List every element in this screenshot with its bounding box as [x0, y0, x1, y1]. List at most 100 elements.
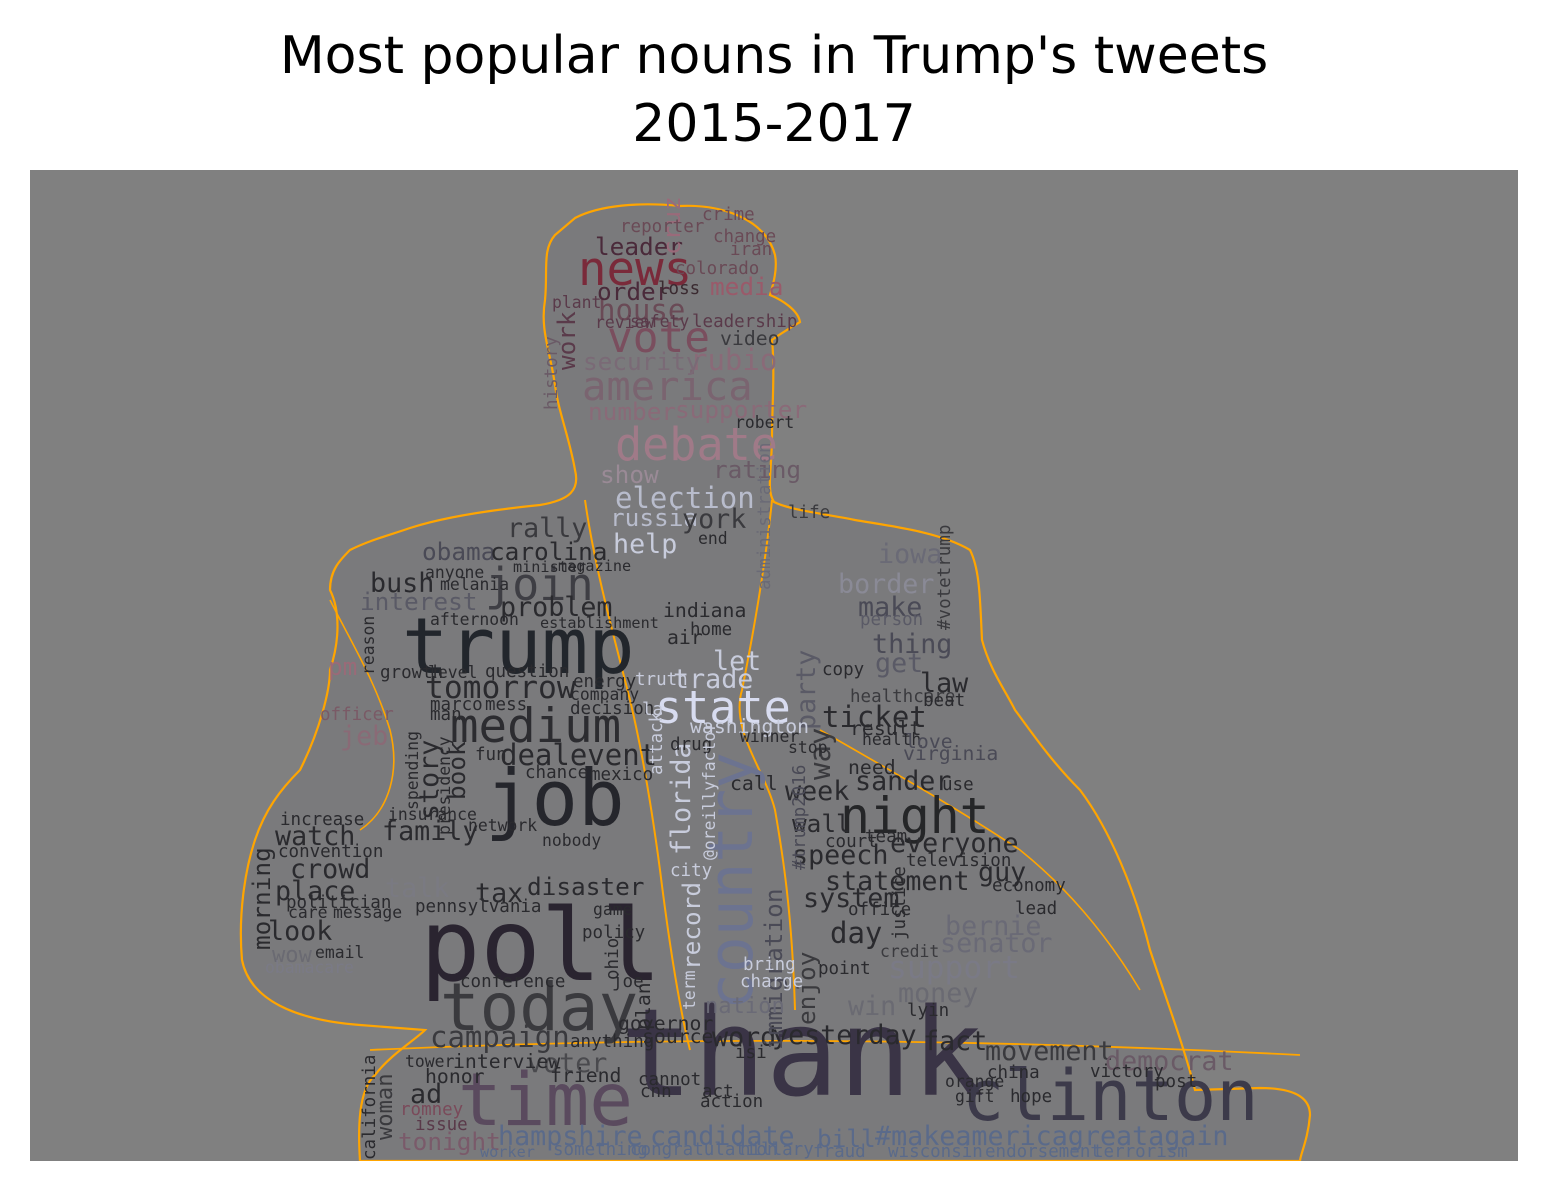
word-159: tower — [405, 1052, 454, 1071]
word-183: talk — [385, 873, 449, 904]
word-124: beat — [923, 691, 965, 711]
word-87: show — [600, 460, 659, 489]
word-131: credit — [880, 942, 939, 961]
word-197: marco — [430, 695, 483, 715]
word-58: florida — [666, 743, 697, 855]
word-152: post — [1155, 1072, 1197, 1092]
word-74: watch — [275, 821, 355, 852]
word-211: magazine — [558, 557, 631, 575]
word-165: hillary — [740, 1140, 814, 1160]
word-116: stop — [788, 738, 827, 757]
word-70: problem — [500, 592, 612, 623]
word-43: everyone — [890, 828, 1019, 859]
word-68: bush — [370, 568, 434, 599]
word-145: cnn — [640, 1082, 672, 1102]
chart-subtitle: 2015-2017 — [632, 94, 916, 154]
word-16: tomorrow — [425, 670, 576, 706]
word-30: woman — [372, 1073, 398, 1140]
word-1: poll — [420, 887, 662, 1004]
word-73: family — [382, 816, 478, 847]
word-27: #makeamericagreatagain — [875, 1121, 1228, 1152]
word-23: movement — [985, 1036, 1114, 1067]
word-11: state — [655, 681, 791, 734]
word-25: hampshire — [498, 1121, 643, 1152]
word-194: decision — [570, 699, 654, 719]
word-93: crime — [702, 205, 755, 225]
word-196: energy — [573, 672, 636, 692]
word-72: book — [442, 741, 471, 800]
word-127: television — [906, 851, 1011, 871]
word-98: loss — [658, 279, 700, 299]
word-130: office — [848, 900, 911, 920]
word-78: morning — [247, 847, 276, 950]
word-209: melania — [440, 575, 509, 594]
word-38: bernie — [945, 911, 1041, 942]
word-89: cruz — [657, 196, 686, 255]
word-14: vote — [607, 313, 710, 363]
word-84: security — [583, 347, 700, 376]
word-171: conference — [460, 972, 565, 992]
word-28: bill — [817, 1124, 876, 1153]
word-157: ad — [410, 1079, 442, 1110]
lapel-left-line — [584, 499, 691, 1051]
word-138: city — [670, 861, 712, 881]
word-91: video — [720, 327, 780, 350]
word-71: story — [414, 740, 445, 820]
word-49: thing — [872, 629, 952, 660]
word-147: action — [700, 1092, 763, 1112]
word-52: iowa — [878, 539, 942, 570]
word-67: carolina — [490, 537, 607, 566]
word-7: country — [696, 752, 767, 1010]
word-95: change — [713, 227, 776, 247]
word-18: campaign — [430, 1020, 570, 1054]
word-5: clinton — [962, 1055, 1259, 1137]
lapel-right-line — [738, 499, 796, 1011]
word-201: level — [428, 663, 477, 682]
word-26: candidate — [650, 1121, 795, 1152]
word-29: tonight — [398, 1127, 501, 1156]
word-94: reporter — [620, 217, 704, 237]
word-215: justice — [890, 866, 910, 940]
word-46: wall — [792, 809, 851, 838]
word-168: endorsement — [985, 1142, 1101, 1161]
word-191: fun — [475, 745, 507, 765]
word-181: email — [315, 943, 364, 962]
word-190: presidency — [435, 736, 454, 835]
word-119: love — [905, 730, 953, 753]
word-148: isi — [735, 1043, 767, 1063]
word-8: night — [840, 787, 990, 845]
word-66: obama — [422, 537, 495, 566]
word-22: rubio — [690, 343, 777, 377]
word-57: immigration — [759, 888, 788, 1050]
word-111: washington — [690, 715, 809, 738]
word-32: word — [712, 1022, 776, 1053]
word-109: air — [667, 626, 703, 649]
word-75: crowd — [290, 854, 370, 885]
word-108: indiana — [663, 599, 746, 622]
word-163: something — [553, 1140, 648, 1160]
word-178: care — [288, 903, 327, 922]
word-128: economy — [992, 876, 1066, 896]
word-207: jeb — [340, 721, 388, 752]
word-151: hope — [1010, 1087, 1052, 1107]
word-19: ticket — [822, 700, 927, 734]
word-56: enjoy — [792, 952, 821, 1025]
word-107: #votetrump — [935, 525, 955, 630]
word-143: anything — [570, 1032, 654, 1052]
word-101: safety — [630, 312, 689, 331]
word-189: spending — [403, 731, 422, 810]
word-44: week — [785, 776, 849, 807]
word-173: ohio — [603, 938, 623, 980]
word-193: mexico — [590, 765, 653, 785]
word-104: end — [698, 529, 728, 548]
word-187: nobody — [542, 831, 601, 850]
word-161: romney — [400, 1100, 463, 1120]
word-214: copy — [822, 660, 864, 680]
word-141: governor — [618, 1012, 713, 1035]
word-12: join — [485, 558, 594, 611]
word-216: person — [860, 610, 923, 630]
word-126: team — [865, 827, 907, 847]
word-100: review — [595, 313, 654, 332]
word-59: record — [677, 882, 706, 970]
